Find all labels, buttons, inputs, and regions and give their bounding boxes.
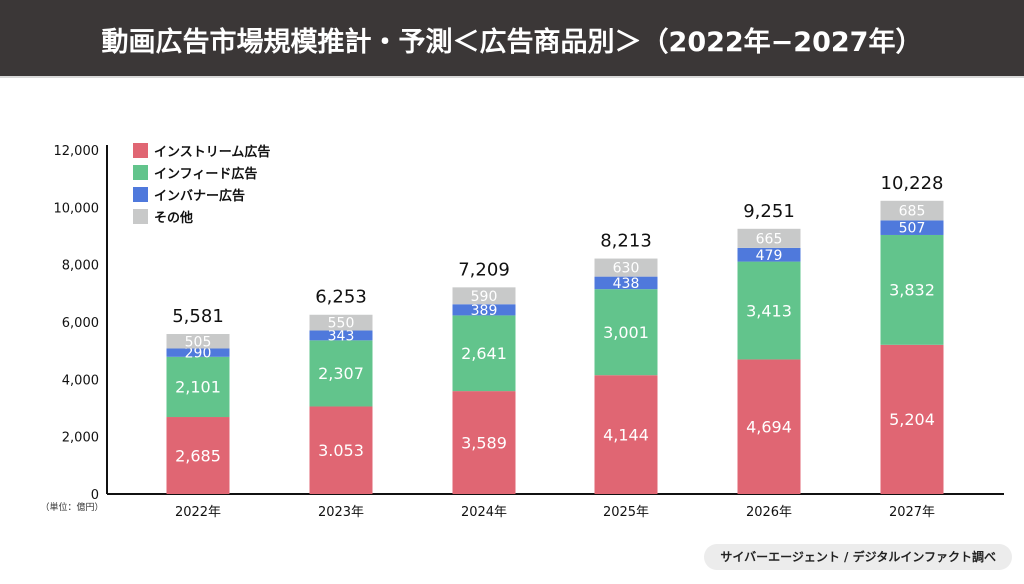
segment-label: 4,144 — [603, 425, 649, 444]
total-label: 6,253 — [315, 287, 367, 308]
source-badge: サイバーエージェント / デジタルインファクト調べ — [704, 544, 1012, 570]
x-tick-label: 2026年 — [746, 505, 792, 520]
segment-label: 3,589 — [461, 433, 507, 452]
bar-segment — [309, 314, 373, 331]
x-tick-label: 2023年 — [318, 505, 364, 520]
bar-segment — [166, 417, 230, 494]
segment-label: 2,641 — [461, 344, 507, 363]
segment-label: 4,694 — [746, 417, 792, 436]
segment-label: 2,307 — [318, 364, 364, 383]
bar-segment — [880, 220, 944, 235]
segment-label: 343 — [328, 328, 355, 344]
bar-segment — [737, 228, 801, 248]
segment-label: 505 — [185, 334, 212, 350]
legend-label: インストリーム広告 — [154, 144, 270, 160]
bar-segment — [594, 375, 658, 494]
x-tick-label: 2025年 — [603, 505, 649, 520]
y-tick-label: 10,000 — [54, 201, 100, 216]
y-tick-label: 6,000 — [62, 316, 99, 331]
bar-segment — [594, 258, 658, 277]
segment-label: 3,832 — [889, 281, 935, 300]
segment-label: 479 — [756, 248, 783, 264]
bar-segment — [880, 200, 944, 221]
segment-label: 507 — [899, 221, 926, 237]
segment-label: 5,204 — [889, 410, 935, 429]
page-title: 動画広告市場規模推計・予測＜広告商品別＞（2022年−2027年） — [101, 27, 923, 58]
bar-segment — [452, 304, 516, 316]
legend-swatch — [133, 143, 148, 158]
segment-label: 438 — [613, 276, 640, 292]
x-tick-label: 2024年 — [461, 505, 507, 520]
y-tick-label: 2,000 — [62, 431, 99, 446]
legend-label: インフィード広告 — [154, 166, 257, 182]
bar-segment — [452, 315, 516, 392]
segment-label: 3.053 — [318, 441, 364, 460]
bar-segment — [880, 344, 944, 494]
y-tick-label: 12,000 — [54, 144, 100, 159]
bar-segment — [166, 348, 230, 357]
segment-label: 630 — [613, 261, 640, 277]
bar-segment — [737, 247, 801, 262]
segment-label: 2,685 — [175, 446, 221, 465]
segment-label: 3,413 — [746, 301, 792, 320]
segment-label: 3,001 — [603, 323, 649, 342]
segment-label: 685 — [899, 204, 926, 220]
total-label: 8,213 — [600, 231, 652, 252]
bar-segment — [309, 340, 373, 407]
bar-segment — [166, 356, 230, 418]
legend-swatch — [133, 209, 148, 224]
bar-segment — [309, 330, 373, 341]
bar-segment — [594, 276, 658, 290]
total-label: 10,228 — [881, 173, 944, 194]
segment-label: 389 — [471, 303, 498, 319]
bar-segment — [737, 261, 801, 360]
bar-segment — [880, 234, 944, 345]
legend-swatch — [133, 165, 148, 180]
bar-segment — [452, 391, 516, 494]
bar-segment — [309, 406, 373, 494]
total-label: 5,581 — [172, 306, 224, 327]
segment-label: 665 — [756, 231, 783, 247]
bar-segment — [166, 334, 230, 349]
total-label: 9,251 — [743, 201, 795, 222]
segment-label: 590 — [471, 289, 498, 305]
y-tick-label: 0 — [91, 488, 99, 503]
bar-segment — [452, 287, 516, 305]
bar-segment — [737, 359, 801, 494]
legend-label: インバナー広告 — [154, 188, 245, 204]
legend-swatch — [133, 187, 148, 202]
x-tick-label: 2027年 — [889, 505, 935, 520]
x-tick-label: 2022年 — [175, 505, 221, 520]
total-label: 7,209 — [458, 259, 510, 280]
unit-label: （単位：億円） — [40, 501, 103, 513]
y-tick-label: 8,000 — [62, 259, 99, 274]
y-tick-label: 4,000 — [62, 373, 99, 388]
bar-segment — [594, 289, 658, 376]
segment-label: 290 — [185, 346, 212, 362]
legend-label: その他 — [154, 210, 193, 226]
segment-label: 550 — [328, 316, 355, 332]
segment-label: 2,101 — [175, 378, 221, 397]
header-bar: 動画広告市場規模推計・予測＜広告商品別＞（2022年−2027年） — [0, 0, 1024, 78]
